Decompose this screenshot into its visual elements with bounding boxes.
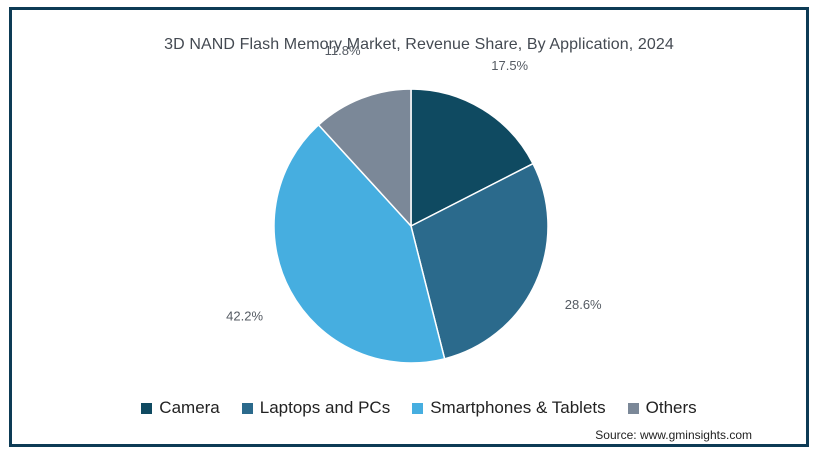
slice-label-laptops-and-pcs: 28.6%	[565, 297, 602, 312]
pie-slice-laptops-and-pcs	[410, 162, 549, 360]
legend-item: Laptops and PCs	[241, 398, 391, 418]
legend-item: Others	[627, 398, 697, 418]
pie-slice-smartphones-tablets	[273, 123, 446, 364]
legend-label: Others	[645, 398, 697, 417]
legend-label: Smartphones & Tablets	[430, 398, 606, 417]
legend-swatch	[141, 402, 153, 414]
chart-title: 3D NAND Flash Memory Market, Revenue Sha…	[164, 36, 674, 53]
legend-swatch	[412, 402, 424, 414]
chart-legend: Camera Laptops and PCs Smartphones & Table…	[0, 398, 838, 418]
slice-label-camera: 17.5%	[491, 58, 528, 73]
legend-item: Camera	[141, 398, 220, 418]
legend-swatch	[241, 402, 253, 414]
slice-label-others: 11.8%	[325, 43, 361, 58]
legend-label: Camera	[159, 398, 220, 417]
slice-label-smartphones-tablets: 42.2%	[226, 309, 263, 324]
legend-label: Laptops and PCs	[259, 398, 391, 417]
pie-slice-camera	[410, 88, 535, 228]
legend-swatch	[627, 402, 639, 414]
legend-item: Smartphones & Tablets	[412, 398, 606, 418]
pie-slice-others	[317, 88, 412, 228]
source-note: Source: www.gminsights.com	[595, 428, 752, 442]
